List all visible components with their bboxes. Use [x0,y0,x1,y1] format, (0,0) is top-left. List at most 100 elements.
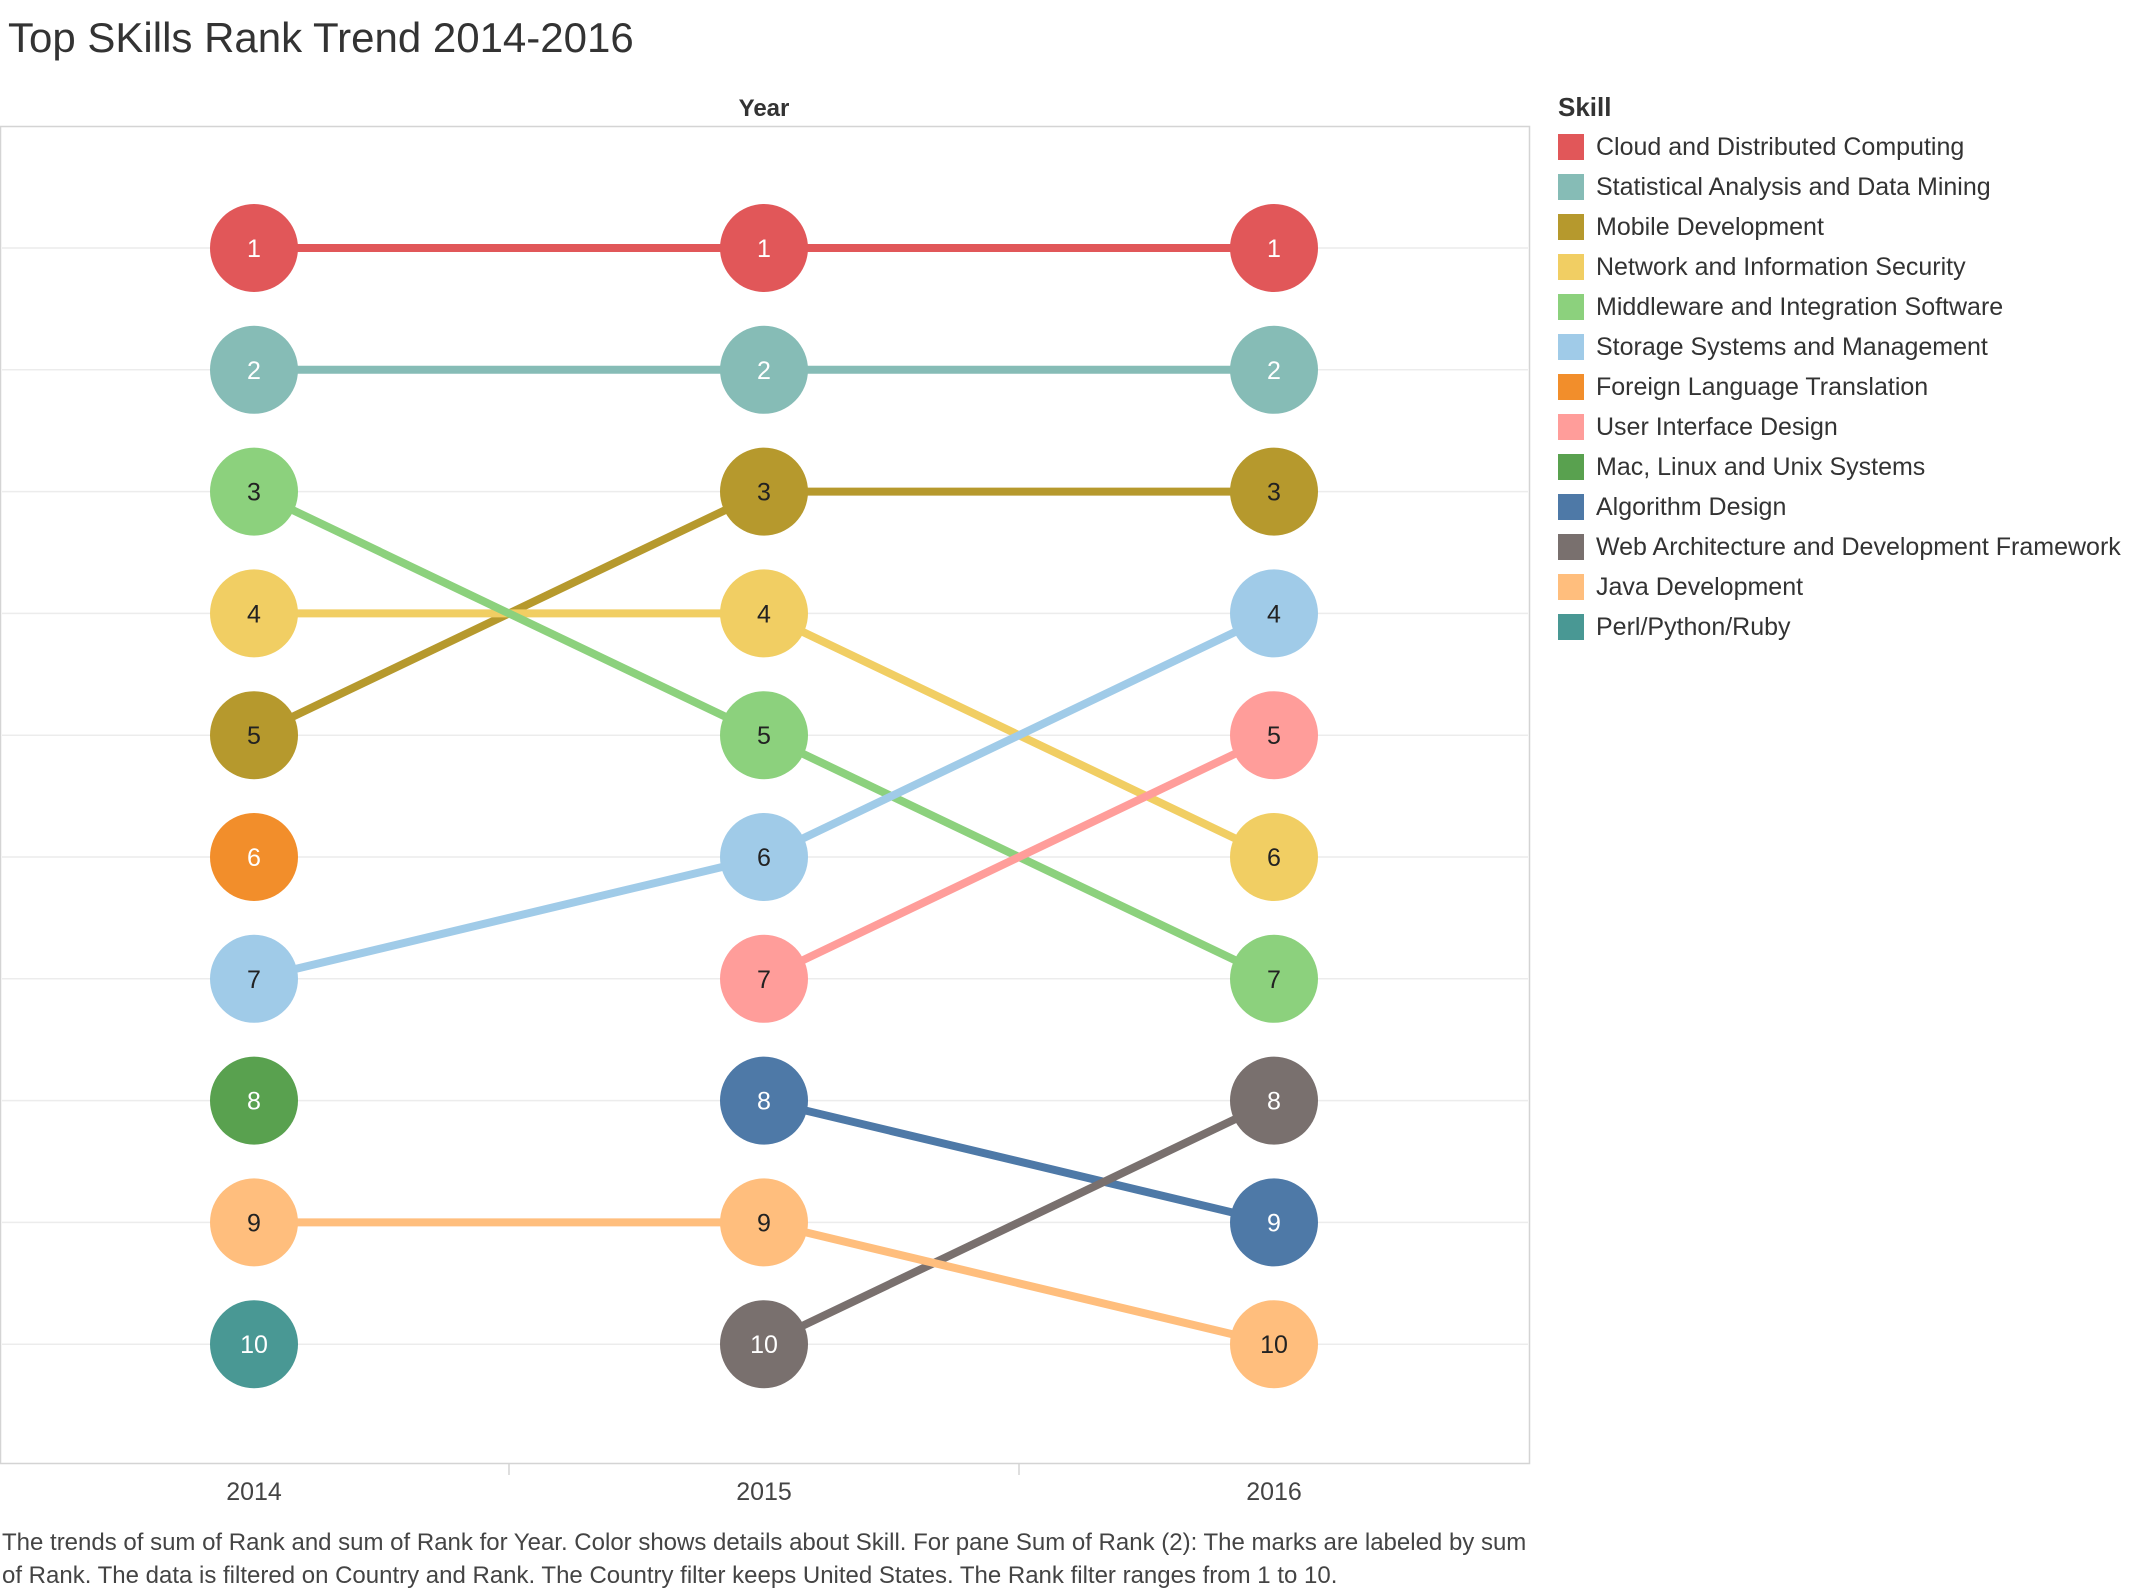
rank-marker [210,691,298,780]
legend-items: Cloud and Distributed Computing Statistic… [1558,127,2138,647]
legend-label: Algorithm Design [1596,492,1787,521]
series-line [762,731,1276,983]
rank-marker [210,569,298,658]
legend-item: Network and Information Security [1558,247,2138,287]
rank-marker [1230,204,1318,292]
series-line [253,853,765,983]
series-line [763,1218,1275,1349]
rank-marker [1230,447,1318,536]
rank-label: 1 [757,235,771,263]
rank-label: 10 [1260,1331,1288,1359]
rank-chart: Year 2014 2015 2016 1 1 1 2 2 2 5 3 3 4 4 6 3 5 7 7 6 4 6 7 5 8 8 9… [0,95,1531,1506]
legend-swatch [1558,294,1584,320]
legend-swatch [1558,494,1584,520]
rank-marker [720,1056,808,1145]
rank-label: 7 [1267,966,1281,994]
legend-item: Cloud and Distributed Computing [1558,127,2138,167]
rank-marker [210,1178,298,1267]
rank-marker [720,325,808,414]
rank-marker [210,1056,298,1145]
rank-marker [1230,813,1318,901]
legend-item: Java Development [1558,567,2138,607]
rank-label: 3 [757,479,771,507]
legend-swatch [1558,574,1584,600]
rank-label: 3 [1267,479,1281,507]
rank-marker [210,813,298,901]
rank-label: 4 [757,600,771,628]
rank-marker [210,325,298,414]
rank-marker [720,204,808,292]
rank-label: 10 [240,1331,268,1359]
x-axis-title: Year [739,95,790,122]
legend-swatch [1558,454,1584,480]
legend-label: Java Development [1596,572,1804,601]
legend-item: User Interface Design [1558,407,2138,447]
legend-swatch [1558,534,1584,560]
series-line [252,487,766,739]
rank-marker [210,1300,298,1389]
legend-label: Statistical Analysis and Data Mining [1596,172,1991,201]
legend-swatch [1558,134,1584,160]
rank-marker [720,569,808,658]
rank-label: 4 [1267,600,1281,628]
rank-marker [210,934,298,1023]
chart-title: Top SKills Rank Trend 2014-2016 [8,14,634,61]
rank-marker [1230,934,1318,1023]
rank-label: 6 [247,844,261,872]
rank-marker [720,691,808,780]
rank-label: 2 [1267,357,1281,385]
series-line [763,1096,1275,1227]
legend-label: Mac, Linux and Unix Systems [1596,452,1926,481]
series-line [762,1096,1276,1348]
rank-label: 7 [247,966,261,994]
rank-label: 6 [757,844,771,872]
rank-label: 5 [757,722,771,750]
legend-label: Storage Systems and Management [1596,332,1988,361]
rank-marker [720,1300,808,1389]
x-tick-label: 2014 [226,1478,282,1506]
rank-marker [1230,691,1318,780]
legend-item: Statistical Analysis and Data Mining [1558,167,2138,207]
rank-label: 10 [750,1331,778,1359]
rank-marker [720,813,808,901]
legend-item: Web Architecture and Development Framewo… [1558,527,2138,567]
rank-marker [1230,569,1318,658]
legend-swatch [1558,334,1584,360]
rank-label: 6 [1267,844,1281,872]
rank-label: 5 [1267,722,1281,750]
legend-swatch [1558,254,1584,280]
rank-marker [720,1178,808,1267]
rank-label: 8 [757,1088,771,1116]
rank-marker [1230,1178,1318,1267]
rank-label: 9 [757,1209,771,1237]
legend: Skill Cloud and Distributed Computing Sta… [1558,92,2138,647]
legend-item: Mac, Linux and Unix Systems [1558,447,2138,487]
legend-label: User Interface Design [1596,412,1838,441]
rank-marker [210,204,298,292]
rank-marker [720,934,808,1023]
rank-label: 9 [247,1209,261,1237]
x-tick-label: 2015 [736,1478,792,1506]
legend-label: Perl/Python/Ruby [1596,612,1791,641]
rank-label: 3 [247,479,261,507]
rank-label: 9 [1267,1209,1281,1237]
legend-label: Cloud and Distributed Computing [1596,132,1965,161]
x-tick-label: 2016 [1246,1478,1302,1506]
rank-marker [720,447,808,536]
rank-label: 7 [757,966,771,994]
legend-label: Mobile Development [1596,212,1824,241]
legend-label: Web Architecture and Development Framewo… [1596,532,2121,561]
series-lines [252,244,1276,1349]
legend-item: Foreign Language Translation [1558,367,2138,407]
rank-label: 5 [247,722,261,750]
rank-marker [1230,1056,1318,1145]
legend-item: Middleware and Integration Software [1558,287,2138,327]
chart-caption: The trends of sum of Rank and sum of Ran… [2,1529,1527,1589]
legend-label: Network and Information Security [1596,252,1966,281]
series-line [762,609,1276,861]
rank-marker [210,447,298,536]
rank-label: 1 [247,235,261,263]
legend-swatch [1558,374,1584,400]
legend-swatch [1558,614,1584,640]
legend-item: Perl/Python/Ruby [1558,607,2138,647]
